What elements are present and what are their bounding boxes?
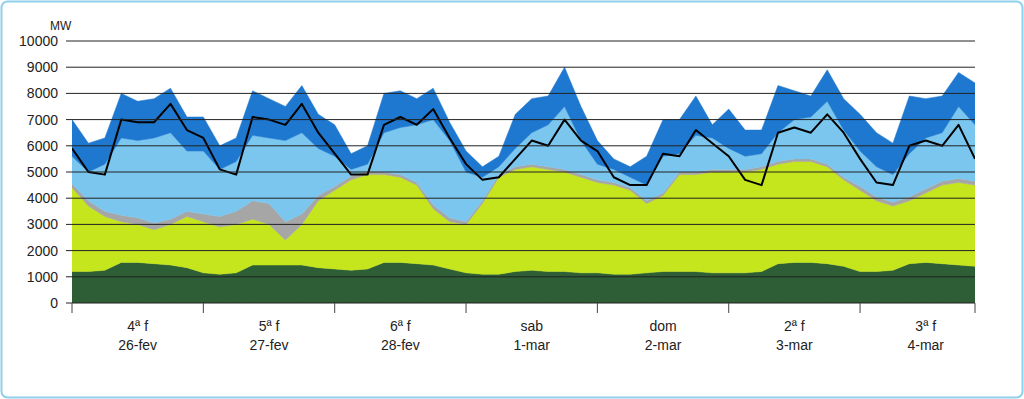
x-tick-line: 27-fev [250,337,289,353]
area-series [72,67,975,185]
x-tick-label: 3ª f 4-mar [907,318,944,353]
x-tick-line: dom [649,318,676,334]
y-tick-label: 8000 [27,85,58,101]
y-tick-label: 10000 [19,33,58,49]
day-separator [728,303,729,313]
y-tick-label: 7000 [27,112,58,128]
x-tick-label: 5ª f 27-fev [250,318,289,353]
x-tick-line: sab [520,318,543,334]
line-series [72,104,975,185]
y-tick-label: 3000 [27,216,58,232]
grid-line [66,67,975,68]
day-separator [597,303,598,313]
y-tick-label: 0 [50,295,58,311]
x-tick-label: 4ª f 26-fev [118,318,157,353]
x-tick-line: 4ª f [127,318,148,334]
day-separator [975,303,976,313]
y-tick-label: 1000 [27,269,58,285]
grid-line [66,93,975,94]
x-tick-line: 3-mar [776,337,813,353]
grid-line [66,250,975,251]
x-tick-line: 4-mar [907,337,944,353]
grid-line [66,172,975,173]
x-tick-line: 2-mar [645,337,682,353]
x-tick-line: 2ª f [784,318,805,334]
y-tick-label: 4000 [27,190,58,206]
grid-line [66,303,975,304]
axis-label: MW [50,19,72,33]
y-tick-label: 2000 [27,243,58,259]
x-tick-label: dom 2-mar [645,318,682,353]
x-tick-label: 2ª f 3-mar [776,318,813,353]
grid-line [66,198,975,199]
frame [2,2,1023,398]
y-tick-label: 6000 [27,138,58,154]
day-separator [860,303,861,313]
x-tick-line: 26-fev [118,337,157,353]
y-tick-label: 9000 [27,59,58,75]
day-separator [72,303,73,313]
x-tick-line: 6ª f [390,318,411,334]
x-tick-label: sab 1-mar [513,318,550,353]
x-tick-label: 6ª f 28-fev [381,318,420,353]
grid-line [66,41,975,42]
x-tick-line: 3ª f [915,318,936,334]
grid-line [66,119,975,120]
y-tick-label: 5000 [27,164,58,180]
grid-line [66,276,975,277]
chart: 0 1000 2000 3000 4000 5000 6000 7000 8000 9000 100… [0,0,1024,399]
day-separator [466,303,467,313]
grid-line [66,224,975,225]
plot-area [72,67,975,303]
grid-line [66,145,975,146]
day-separator [334,303,335,313]
x-tick-line: 28-fev [381,337,420,353]
x-tick-line: 5ª f [259,318,280,334]
x-tick-line: 1-mar [513,337,550,353]
day-separator [203,303,204,313]
